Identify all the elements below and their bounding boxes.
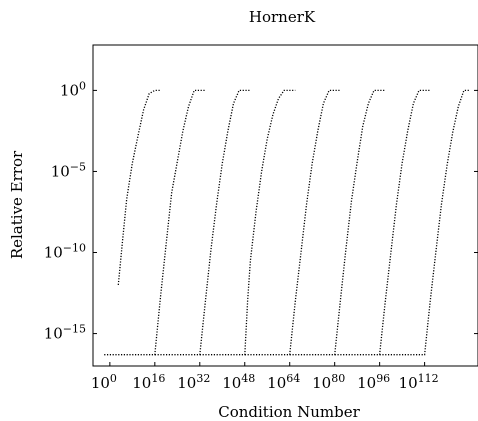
x-tick-label: 100 bbox=[91, 372, 117, 392]
chart-title: HornerK bbox=[249, 8, 316, 26]
series-line-2 bbox=[104, 89, 206, 356]
axis-layer: 100 1016 1032 1048 1064 1080 1096 10112 100 10−5 1… bbox=[44, 79, 478, 392]
y-tick-label: 10−15 bbox=[44, 323, 86, 343]
series-line-6 bbox=[289, 89, 386, 356]
x-tick-label: 1096 bbox=[357, 372, 390, 392]
series-line-8 bbox=[379, 89, 470, 356]
y-tick-label: 10−5 bbox=[51, 160, 86, 180]
series-layer bbox=[104, 89, 470, 356]
series-line-5 bbox=[244, 89, 341, 356]
series-line-3 bbox=[154, 89, 251, 356]
y-tick-label: 10−10 bbox=[44, 242, 86, 262]
x-tick-label: 1016 bbox=[132, 372, 165, 392]
x-tick-label: 1080 bbox=[312, 372, 345, 392]
plot-frame bbox=[92, 44, 478, 367]
y-axis-label: Relative Error bbox=[8, 150, 26, 259]
series-line-1 bbox=[117, 89, 161, 285]
x-tick-label: 1064 bbox=[267, 372, 300, 392]
series-line-4 bbox=[199, 89, 296, 356]
series-line-7 bbox=[334, 89, 431, 356]
y-tick-label: 100 bbox=[60, 79, 86, 99]
x-tick-label: 1048 bbox=[222, 372, 255, 392]
x-tick-label: 1032 bbox=[177, 372, 210, 392]
x-tick-label: 10112 bbox=[399, 372, 439, 392]
x-axis-label: Condition Number bbox=[218, 403, 360, 421]
